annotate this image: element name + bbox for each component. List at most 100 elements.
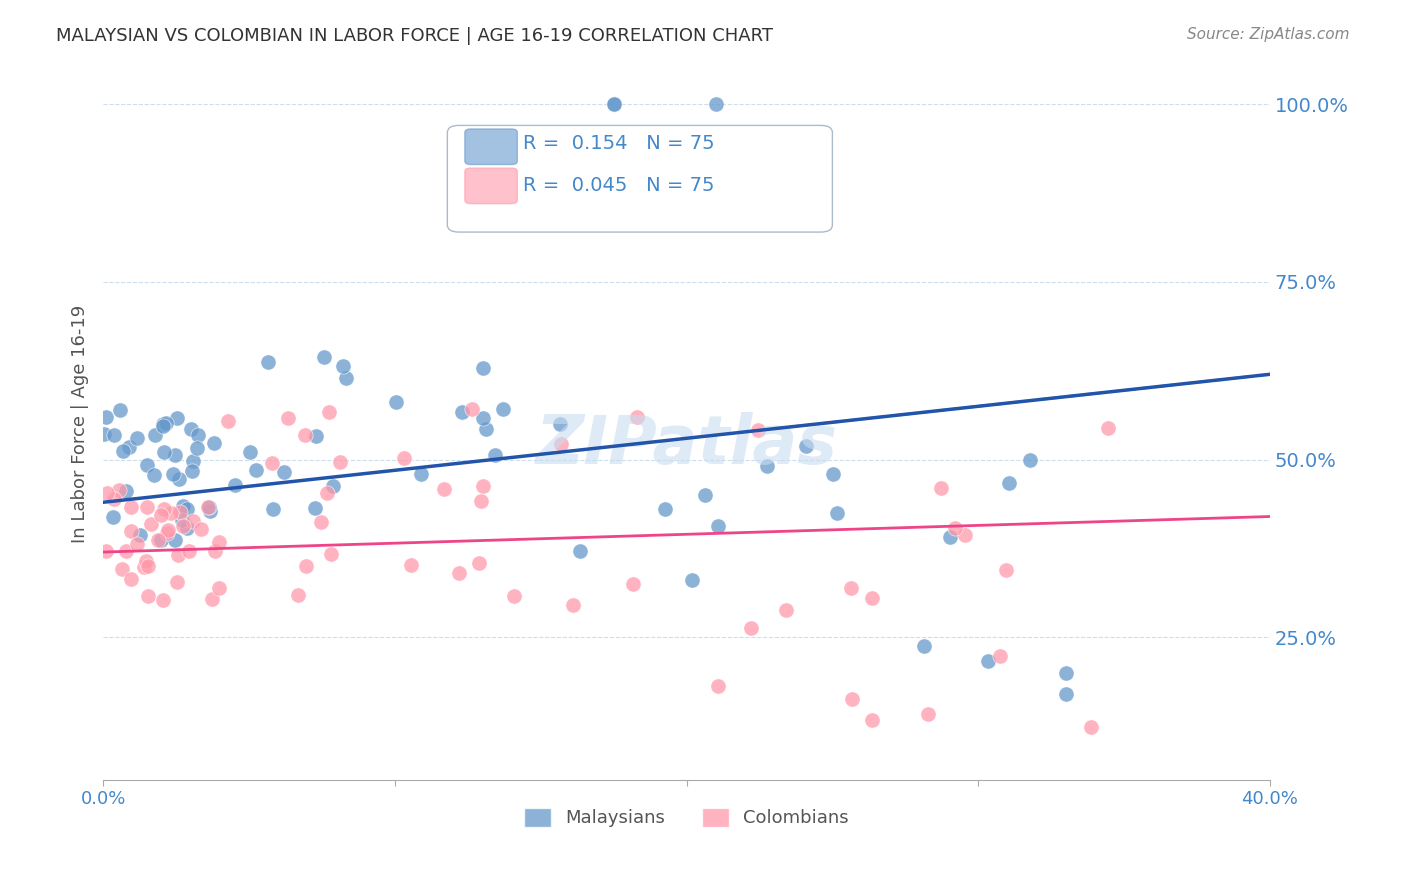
Point xyxy=(468,556,491,570)
Point xyxy=(994,563,1017,577)
Point xyxy=(179,422,201,436)
Point xyxy=(96,486,118,500)
Point xyxy=(335,371,357,385)
Point xyxy=(166,411,188,425)
Point xyxy=(825,506,848,520)
Point xyxy=(318,405,340,419)
Point xyxy=(409,467,432,482)
Point xyxy=(190,522,212,536)
Point xyxy=(451,405,474,419)
Point xyxy=(1080,721,1102,735)
Point xyxy=(186,442,208,456)
Point xyxy=(1054,665,1077,680)
Point xyxy=(224,478,246,492)
Point xyxy=(314,350,336,364)
Y-axis label: In Labor Force | Age 16-19: In Labor Force | Age 16-19 xyxy=(72,305,89,543)
Point xyxy=(181,454,204,468)
Point xyxy=(136,558,159,573)
Point xyxy=(257,355,280,369)
Point xyxy=(693,488,716,502)
Point xyxy=(136,589,159,603)
Point xyxy=(197,500,219,514)
Point xyxy=(103,491,125,506)
Point xyxy=(294,559,316,574)
Point xyxy=(309,516,332,530)
Point xyxy=(176,521,198,535)
Point xyxy=(155,416,177,430)
Point xyxy=(127,431,149,445)
Point xyxy=(953,528,976,542)
Point xyxy=(471,479,494,493)
Point xyxy=(747,423,769,437)
Point xyxy=(139,516,162,531)
Point xyxy=(707,519,730,533)
Point xyxy=(143,428,166,442)
Point xyxy=(177,543,200,558)
Point xyxy=(332,359,354,373)
Point xyxy=(181,514,204,528)
Point xyxy=(912,639,935,653)
Point xyxy=(492,401,515,416)
Point xyxy=(108,483,131,498)
Point xyxy=(142,467,165,482)
Point xyxy=(108,403,131,417)
Point xyxy=(841,692,863,706)
Point xyxy=(96,544,118,558)
FancyBboxPatch shape xyxy=(447,126,832,232)
Point xyxy=(152,418,174,433)
Point xyxy=(118,440,141,454)
Point xyxy=(152,417,174,431)
Point xyxy=(103,428,125,442)
Point xyxy=(943,521,966,535)
Point xyxy=(1054,687,1077,701)
Point xyxy=(939,530,962,544)
Point xyxy=(202,435,225,450)
Point xyxy=(860,591,883,605)
Point xyxy=(988,649,1011,664)
Point xyxy=(162,467,184,482)
Point xyxy=(172,500,194,514)
Point xyxy=(740,621,762,635)
Point xyxy=(115,484,138,499)
Point xyxy=(929,481,952,495)
Point xyxy=(399,558,422,572)
Point xyxy=(135,458,157,472)
Point xyxy=(201,591,224,606)
Point xyxy=(129,528,152,542)
Point xyxy=(115,543,138,558)
Point xyxy=(200,504,222,518)
Text: MALAYSIAN VS COLOMBIAN IN LABOR FORCE | AGE 16-19 CORRELATION CHART: MALAYSIAN VS COLOMBIAN IN LABOR FORCE | … xyxy=(56,27,773,45)
Point xyxy=(156,526,179,541)
Point xyxy=(273,466,295,480)
Point xyxy=(794,439,817,453)
Point xyxy=(172,518,194,533)
Point xyxy=(187,427,209,442)
Point xyxy=(305,428,328,442)
Point xyxy=(460,402,482,417)
Point xyxy=(322,479,344,493)
Point xyxy=(681,573,703,587)
Text: R =  0.154   N = 75: R = 0.154 N = 75 xyxy=(523,134,714,153)
Point xyxy=(111,562,134,576)
Point xyxy=(167,472,190,486)
Point xyxy=(94,410,117,425)
Point xyxy=(569,544,592,558)
Point xyxy=(755,458,778,473)
Point xyxy=(136,500,159,514)
Text: Source: ZipAtlas.com: Source: ZipAtlas.com xyxy=(1187,27,1350,42)
Point xyxy=(169,505,191,519)
Point xyxy=(103,510,125,524)
Point xyxy=(163,533,186,547)
Point xyxy=(704,97,727,112)
Point xyxy=(1019,453,1042,467)
Point xyxy=(316,485,339,500)
Point xyxy=(93,426,115,441)
Point xyxy=(917,706,939,721)
Point xyxy=(977,654,1000,668)
Point xyxy=(602,97,624,112)
Point xyxy=(170,512,193,526)
Point xyxy=(470,494,492,508)
Point xyxy=(860,713,883,727)
Point xyxy=(208,535,231,549)
Point xyxy=(823,467,845,482)
